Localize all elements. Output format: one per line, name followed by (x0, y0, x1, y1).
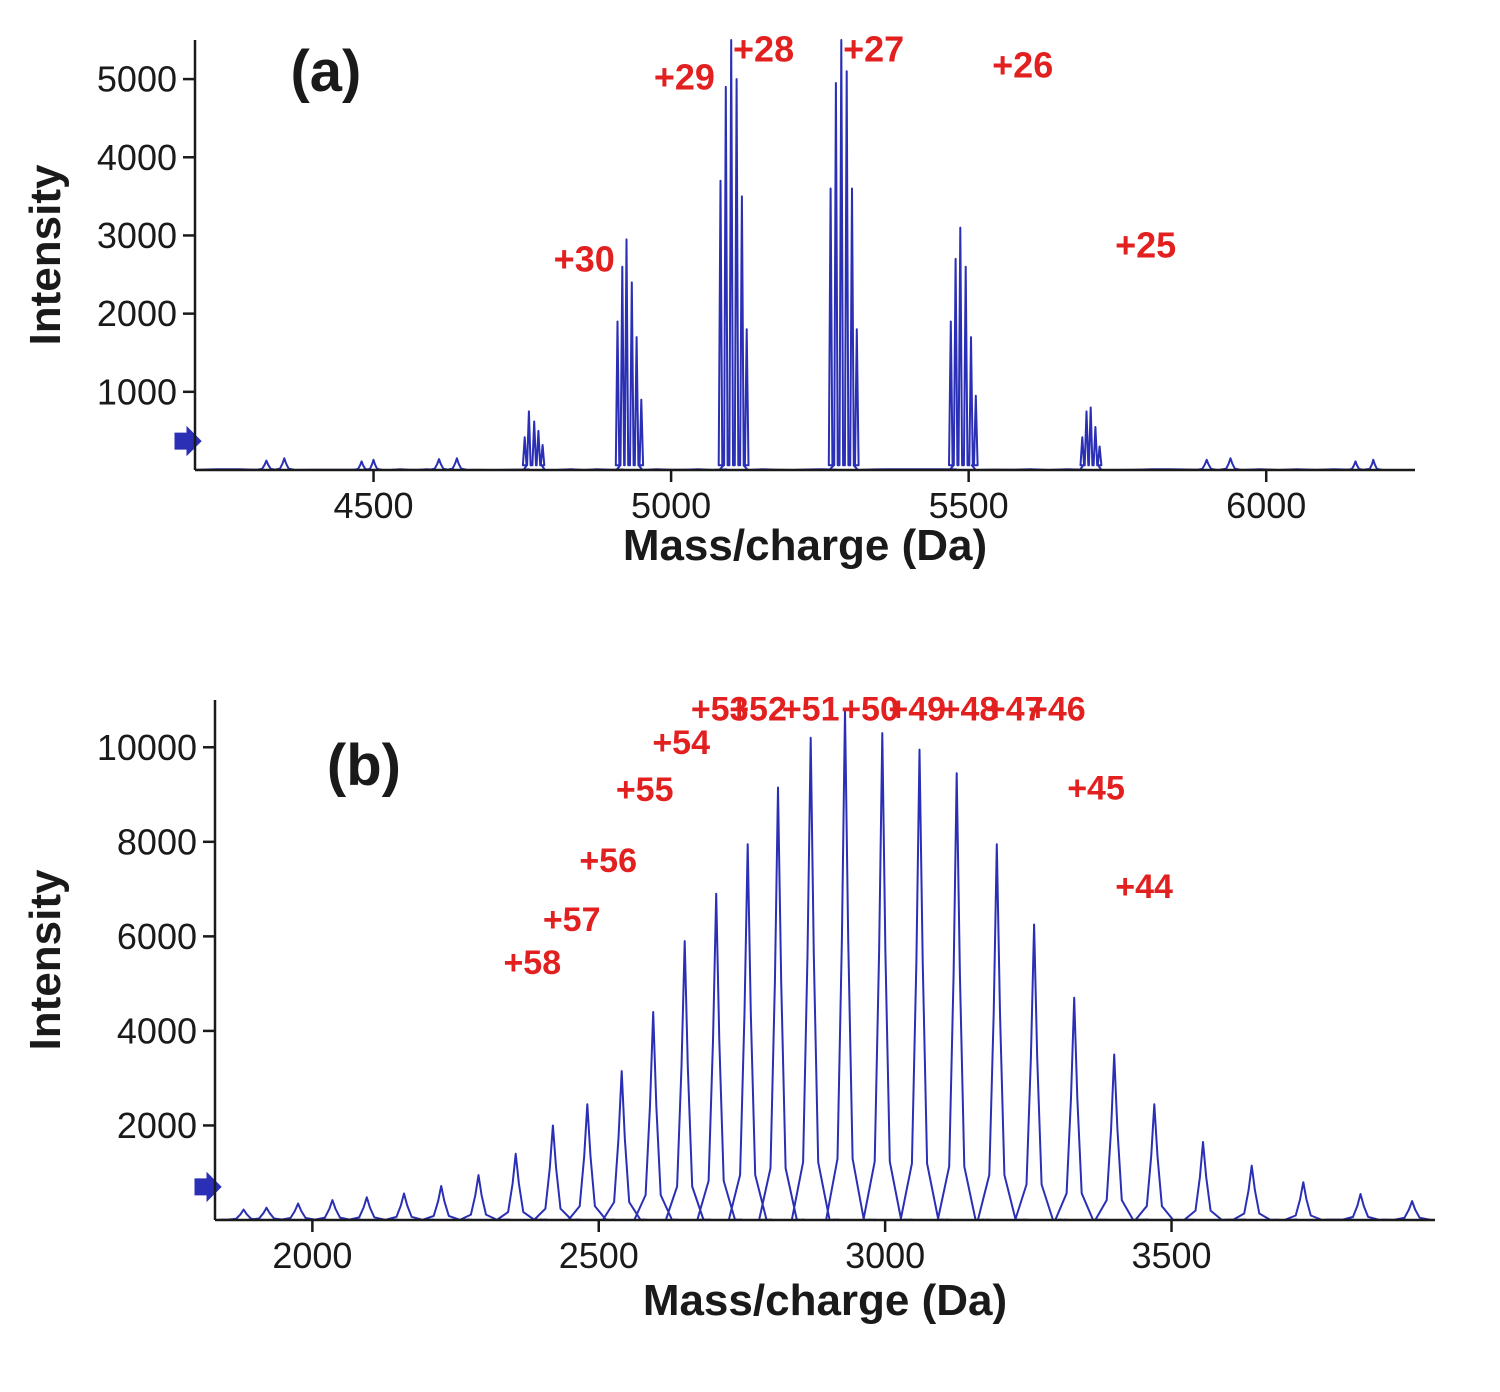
x-tick-label: 3500 (1131, 1235, 1211, 1276)
charge-state-label: +54 (652, 724, 710, 762)
charge-state-label: +49 (888, 690, 946, 728)
charge-state-label: +55 (616, 771, 674, 809)
y-tick-label: 2000 (117, 1105, 197, 1146)
baseline-arrow-icon (195, 1173, 221, 1201)
x-tick-label: 2500 (559, 1235, 639, 1276)
x-tick-label: 2000 (272, 1235, 352, 1276)
y-tick-label: 8000 (117, 821, 197, 862)
x-tick-label: 3000 (845, 1235, 925, 1276)
y-axis-label: Intensity (21, 869, 70, 1050)
charge-state-label: +45 (1067, 770, 1125, 808)
y-tick-label: 4000 (117, 1011, 197, 1052)
charge-state-label: +52 (729, 690, 787, 728)
panel-b-svg: 2000 2500 3000 3500 2000 4000 6000 8000 10000 Mas… (0, 0, 1500, 1392)
x-axis-label: Mass/charge (Da) (643, 1276, 1007, 1325)
charge-state-label: +46 (1028, 690, 1086, 728)
charge-state-label: +44 (1115, 868, 1173, 906)
y-tick-label: 6000 (117, 916, 197, 957)
panel-label: (b) (327, 733, 401, 798)
charge-state-label: +51 (782, 690, 840, 728)
y-tick-label: 10000 (97, 727, 197, 768)
charge-state-label: +58 (503, 944, 561, 982)
charge-state-label: +57 (543, 901, 601, 939)
panel-b: 2000 2500 3000 3500 2000 4000 6000 8000 10000 Mas… (0, 0, 1500, 1392)
charge-state-label: +56 (579, 842, 637, 880)
figure-page: { "figure": { "background_color": "#ffff… (0, 0, 1500, 1392)
